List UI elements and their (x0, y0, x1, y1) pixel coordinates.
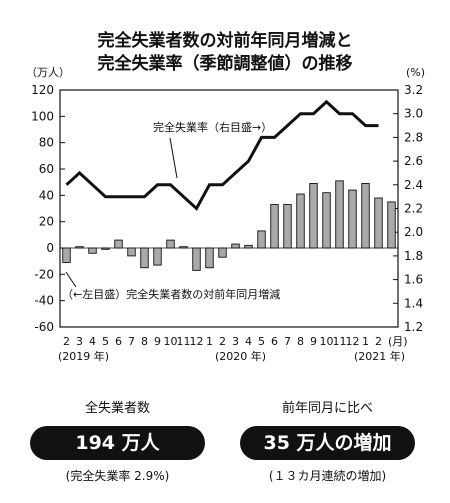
left-tick-label: 60 (39, 162, 54, 176)
unemployment-chart: 120 100 80 60 40 20 0 -20 -40 -60 3.2 3.0 2.8 2.6 2.4 2… (26, 66, 425, 363)
bar-unemployed-change (88, 247, 97, 254)
x-tick-label: 9 (154, 335, 161, 348)
right-tick-label: 3.2 (404, 83, 423, 97)
bar-unemployed-change (335, 180, 344, 249)
x-tick-label: 5 (258, 335, 265, 348)
right-tick-label: 2.4 (404, 178, 423, 192)
x-tick-label: 12 (190, 335, 204, 348)
bar-unemployed-change (348, 189, 357, 249)
right-tick-label: 2.0 (404, 225, 423, 239)
bar-unemployed-change (374, 197, 383, 249)
x-tick-label: 5 (102, 335, 109, 348)
stat-yoy-change: 前年同月に比べ 35 万人の増加 (１３カ月連続の増加) (235, 400, 420, 484)
x-tick-label: 1 (362, 335, 369, 348)
bar-unemployed-change (270, 204, 279, 249)
right-tick-label: 3.0 (404, 107, 423, 121)
x-tick-label: 8 (297, 335, 304, 348)
title-line-1: 完全失業者数の対前年同月増減と (97, 31, 353, 51)
bar-unemployed-change (218, 247, 227, 258)
bar-unemployed-change (166, 239, 175, 249)
right-tick-label: 1.8 (404, 249, 423, 263)
left-tick-label: -20 (34, 267, 54, 281)
x-tick-label: 7 (128, 335, 135, 348)
stat-total-note: (完全失業率 2.9%) (65, 469, 170, 483)
bar-unemployed-change (257, 230, 266, 249)
x-tick-label: 2 (63, 335, 70, 348)
x-tick-label: 8 (141, 335, 148, 348)
x-axis-unit: (月) (388, 335, 408, 348)
x-tick-label: 2 (375, 335, 382, 348)
left-tick-label: -40 (34, 294, 54, 308)
bar-unemployed-change (309, 183, 318, 249)
line-series-label: 完全失業率（右目盛→） (153, 120, 272, 134)
bar-unemployed-change (62, 247, 71, 263)
bar-unemployed-change (231, 243, 240, 249)
right-tick-label: 2.2 (404, 202, 423, 216)
x-tick-label: 2 (219, 335, 226, 348)
bar-unemployed-change (75, 246, 84, 249)
x-tick-label: 11 (177, 335, 191, 348)
bar-unemployed-change (192, 247, 201, 271)
right-tick-label: 1.2 (404, 320, 423, 334)
left-tick-label: 120 (31, 83, 54, 97)
year-label: (2021 年) (354, 349, 405, 363)
bar-unemployed-change (322, 192, 331, 249)
right-tick-label: 1.6 (404, 273, 423, 287)
bar-unemployed-change (244, 244, 253, 249)
line-unemployment-rate (65, 99, 379, 211)
x-tick-label: 4 (245, 335, 252, 348)
left-axis-unit: （万人） (26, 66, 70, 79)
stat-total-label: 全失業者数 (84, 401, 150, 416)
stat-yoy-note: (１３カ月連続の増加) (268, 469, 387, 483)
chart-title: 完全失業者数の対前年同月増減と 完全失業率（季節調整値）の推移 (0, 30, 450, 76)
left-tick-label: 20 (39, 215, 54, 229)
bar-unemployed-change (114, 239, 123, 249)
left-tick-label: 100 (31, 109, 54, 123)
x-tick-label: 6 (115, 335, 122, 348)
title-line-2: 完全失業率（季節調整値）の推移 (97, 54, 353, 74)
bar-unemployed-change (140, 247, 149, 269)
bar-unemployed-change (361, 183, 370, 249)
x-tick-label: 4 (89, 335, 96, 348)
x-tick-label: 10 (164, 335, 178, 348)
bar-series-leader (65, 271, 77, 288)
year-label: (2019 年) (58, 349, 109, 363)
bar-unemployed-change (387, 201, 396, 249)
x-tick-label: 1 (206, 335, 213, 348)
right-axis-unit: (%) (406, 66, 425, 79)
bar-unemployed-change (296, 193, 305, 249)
x-tick-label: 9 (310, 335, 317, 348)
year-label: (2020 年) (215, 349, 266, 363)
x-tick-label: 12 (346, 335, 360, 348)
left-tick-label: -60 (34, 320, 54, 334)
x-tick-label: 6 (271, 335, 278, 348)
left-tick-label: 80 (39, 136, 54, 150)
stat-total-unemployed: 全失業者数 194 万人 (完全失業率 2.9%) (25, 400, 210, 484)
left-tick-label: 0 (46, 241, 54, 255)
bar-unemployed-change (101, 247, 110, 250)
right-tick-label: 1.4 (404, 296, 423, 310)
x-tick-label: 3 (232, 335, 239, 348)
bar-unemployed-change (127, 247, 136, 257)
bar-series-label: （←左目盛）完全失業者数の対前年同月増減 (62, 287, 280, 301)
right-tick-label: 2.6 (404, 154, 423, 168)
bar-unemployed-change (205, 247, 214, 269)
x-tick-label: 7 (284, 335, 291, 348)
stat-yoy-value: 35 万人の増加 (240, 426, 415, 460)
left-tick-label: 40 (39, 188, 54, 202)
line-series-leader (169, 137, 178, 179)
stat-total-value: 194 万人 (30, 426, 205, 460)
x-tick-label: 10 (320, 335, 334, 348)
summary-stats: 全失業者数 194 万人 (完全失業率 2.9%) 前年同月に比べ 35 万人の… (0, 400, 450, 503)
x-tick-label: 11 (333, 335, 347, 348)
right-tick-label: 2.8 (404, 130, 423, 144)
x-tick-label: 3 (76, 335, 83, 348)
stat-yoy-label: 前年同月に比べ (281, 401, 373, 416)
bar-unemployed-change (153, 247, 162, 266)
bar-unemployed-change (283, 204, 292, 249)
bar-unemployed-change (179, 246, 188, 249)
